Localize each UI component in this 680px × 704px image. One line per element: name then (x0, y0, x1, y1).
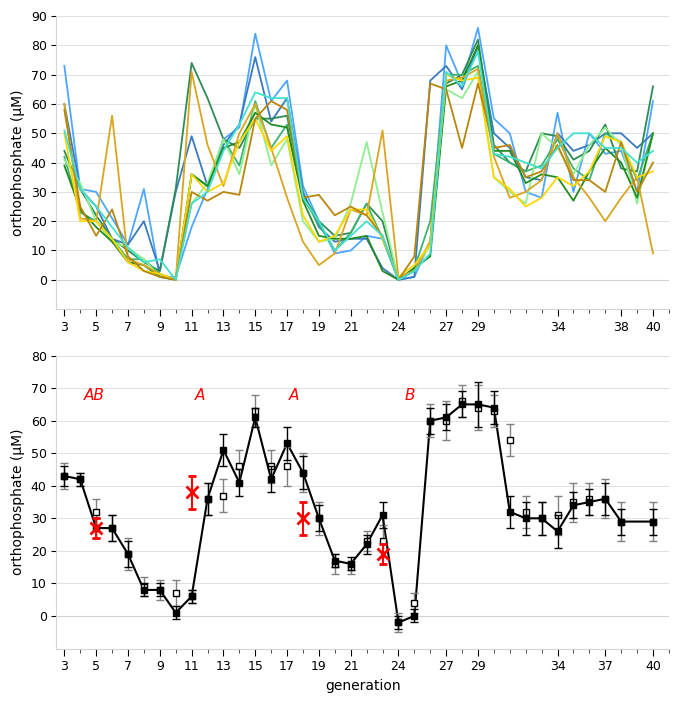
Text: A: A (289, 388, 299, 403)
Text: AB: AB (84, 388, 104, 403)
Text: B: B (405, 388, 415, 403)
Y-axis label: orthophosphate (μM): orthophosphate (μM) (11, 429, 25, 575)
Text: A: A (194, 388, 205, 403)
Y-axis label: orthophosphate (μM): orthophosphate (μM) (11, 89, 25, 236)
X-axis label: generation: generation (325, 679, 401, 693)
